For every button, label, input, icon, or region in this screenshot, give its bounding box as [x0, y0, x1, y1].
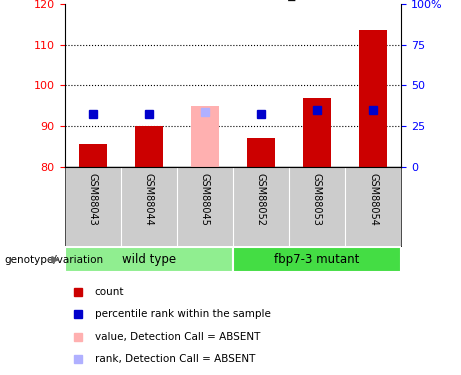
Bar	[359, 30, 387, 167]
Text: GSM88045: GSM88045	[200, 173, 210, 226]
Bar	[233, 247, 401, 272]
Bar	[78, 144, 106, 167]
Text: genotype/variation: genotype/variation	[5, 255, 104, 265]
Text: count: count	[95, 287, 124, 297]
Text: GSM88043: GSM88043	[88, 173, 98, 226]
Bar	[303, 98, 331, 167]
Text: GSM88044: GSM88044	[144, 173, 154, 226]
Text: rank, Detection Call = ABSENT: rank, Detection Call = ABSENT	[95, 354, 255, 364]
Text: value, Detection Call = ABSENT: value, Detection Call = ABSENT	[95, 332, 260, 342]
Text: percentile rank within the sample: percentile rank within the sample	[95, 309, 271, 319]
Title: GDS1743 / 252000_at: GDS1743 / 252000_at	[157, 0, 309, 2]
Text: GSM88052: GSM88052	[256, 173, 266, 226]
Bar	[65, 247, 233, 272]
Bar	[247, 138, 275, 167]
Text: fbp7-3 mutant: fbp7-3 mutant	[274, 253, 360, 266]
Text: GSM88053: GSM88053	[312, 173, 322, 226]
Bar	[191, 106, 219, 167]
Text: GSM88054: GSM88054	[368, 173, 378, 226]
Bar	[135, 126, 163, 167]
Text: wild type: wild type	[122, 253, 176, 266]
